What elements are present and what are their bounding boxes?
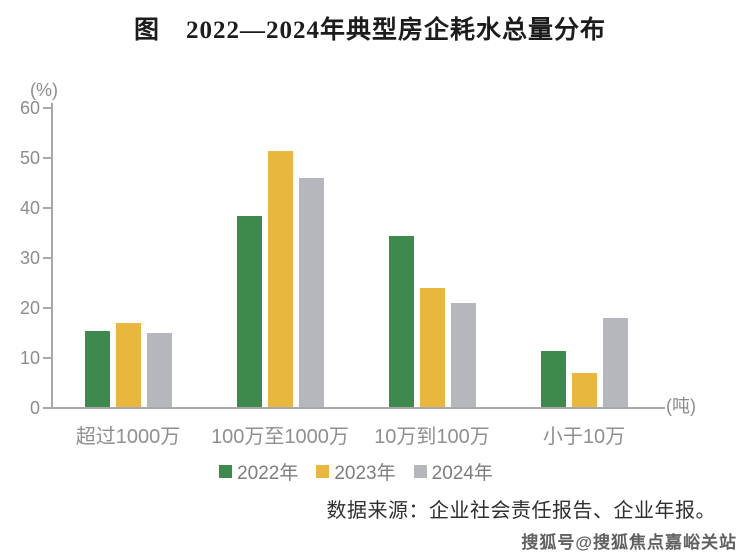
y-axis-line xyxy=(51,103,53,408)
y-tick xyxy=(43,307,52,309)
legend-label: 2022年 xyxy=(237,463,299,484)
legend-swatch xyxy=(316,465,330,478)
bar xyxy=(298,178,324,408)
bar xyxy=(388,235,414,408)
bar xyxy=(267,150,293,408)
category-label: 超过1000万 xyxy=(75,426,181,448)
bar xyxy=(571,373,597,408)
bar-group xyxy=(508,108,660,408)
bar xyxy=(236,215,262,408)
y-tick xyxy=(43,157,52,159)
y-tick xyxy=(43,107,52,109)
y-tick-label: 0 xyxy=(29,398,40,418)
legend-item: 2024年 xyxy=(413,458,493,485)
bar xyxy=(602,318,628,408)
legend: 2022年 2023年 2024年 xyxy=(52,458,660,485)
y-tick xyxy=(43,207,52,209)
x-axis-line xyxy=(51,407,665,409)
chart-title: 图 2022—2024年典型房企耗水总量分布 xyxy=(133,17,606,44)
legend-label: 2024年 xyxy=(431,463,493,484)
legend-item: 2023年 xyxy=(316,458,396,485)
legend-item: 2022年 xyxy=(219,458,298,485)
y-tick-label: 40 xyxy=(19,198,40,218)
y-tick-label: 60 xyxy=(19,98,40,118)
y-axis-unit-label: (%) xyxy=(30,80,58,100)
bar xyxy=(146,333,172,408)
category-label: 10万到100万 xyxy=(374,426,490,448)
plot-area xyxy=(52,108,660,408)
legend-label: 2023年 xyxy=(334,463,396,484)
bar-group xyxy=(52,108,204,408)
bar xyxy=(450,303,476,408)
bar xyxy=(115,323,141,408)
watermark: 搜狐号@搜狐焦点嘉峪关站 xyxy=(521,533,737,552)
y-tick xyxy=(43,257,52,259)
bar xyxy=(84,330,110,408)
source-note: 数据来源：企业社会责任报告、企业年报。 xyxy=(326,500,716,522)
bar-chart: 0 10 20 30 40 50 60 xyxy=(20,98,665,418)
y-tick-label: 20 xyxy=(19,298,40,318)
y-tick-label: 30 xyxy=(19,248,40,268)
bar xyxy=(540,350,566,408)
legend-swatch xyxy=(219,465,233,478)
bar-group xyxy=(356,108,508,408)
y-tick xyxy=(43,357,52,359)
y-tick-label: 50 xyxy=(19,148,40,168)
category-label: 100万至1000万 xyxy=(211,426,349,448)
category-label: 小于10万 xyxy=(542,426,626,448)
y-tick-label: 10 xyxy=(19,348,40,368)
y-tick xyxy=(43,407,52,409)
x-axis-unit-label: (吨) xyxy=(666,396,696,416)
legend-swatch xyxy=(413,465,427,478)
bar xyxy=(419,288,445,408)
bar-group xyxy=(204,108,356,408)
